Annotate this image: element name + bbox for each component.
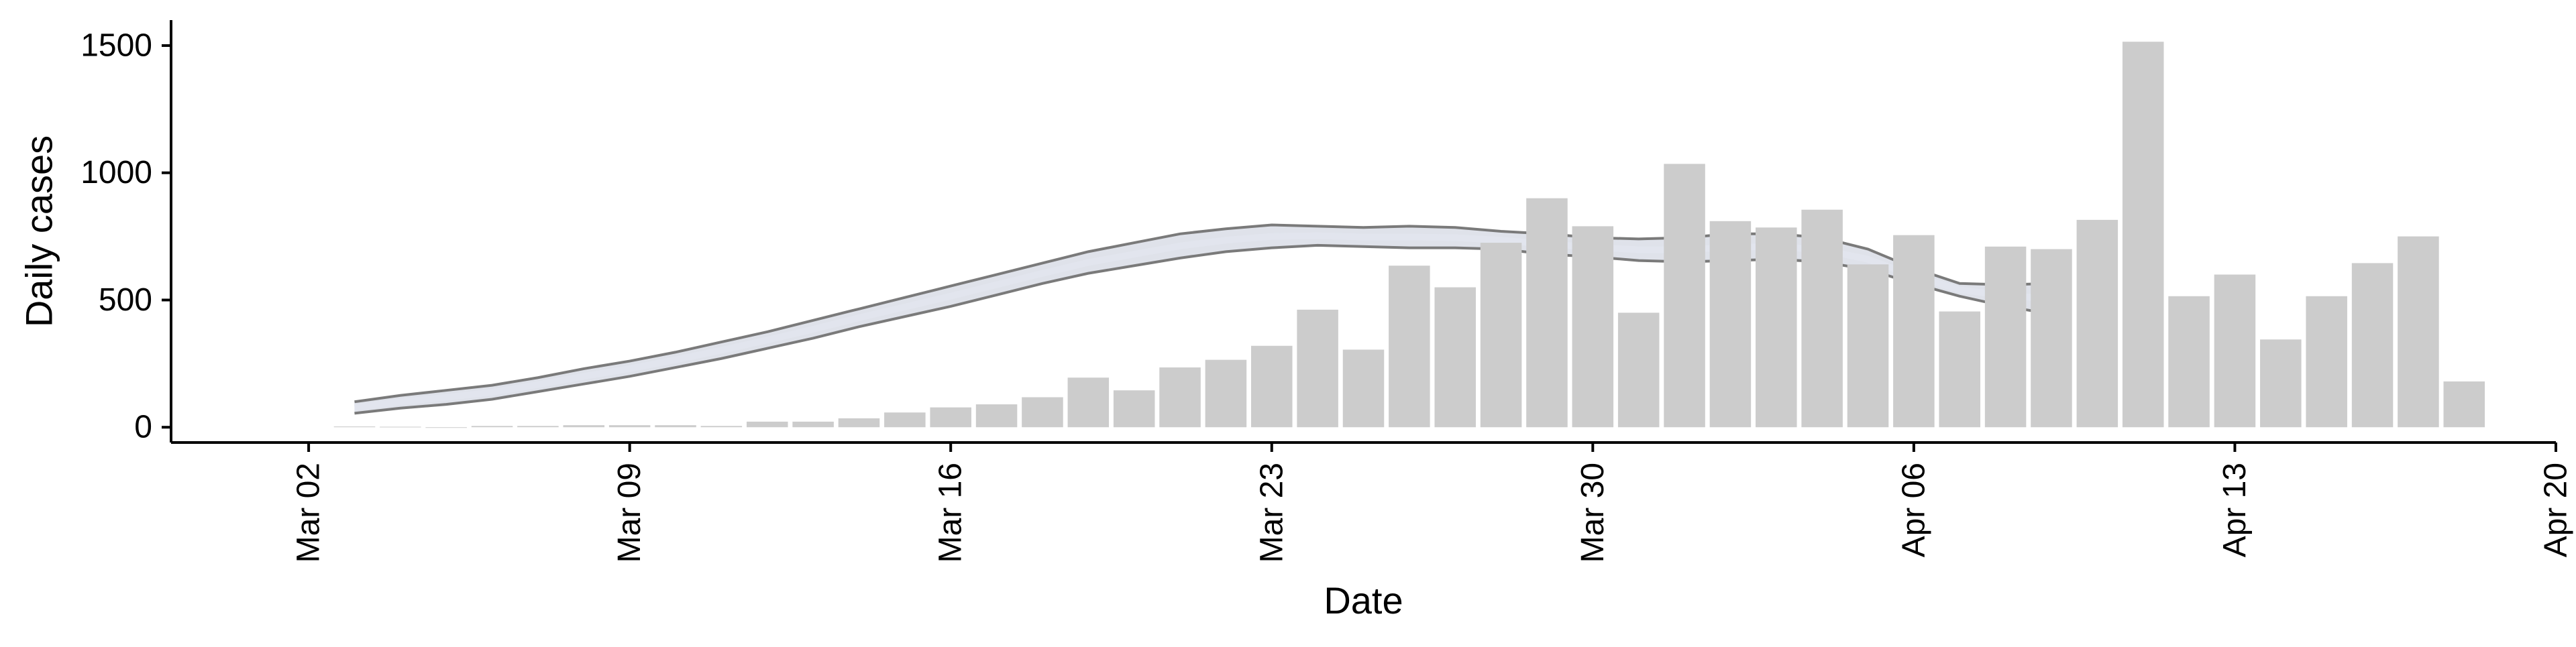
bar xyxy=(471,426,513,428)
bar xyxy=(1113,390,1155,428)
bar xyxy=(1893,235,1935,428)
y-tick-label: 0 xyxy=(134,410,152,445)
bar xyxy=(563,425,605,428)
bar xyxy=(930,407,971,428)
bar xyxy=(333,426,376,428)
x-tick-label: Apr 13 xyxy=(2217,463,2253,557)
bar xyxy=(1480,243,1522,428)
bar xyxy=(425,427,467,428)
bar xyxy=(517,426,559,428)
estimate-band-layer xyxy=(354,223,2052,415)
bar xyxy=(1159,367,1201,428)
bar xyxy=(2168,296,2210,428)
x-tick-label: Mar 02 xyxy=(291,463,327,563)
bar xyxy=(2076,219,2118,428)
axes-layer xyxy=(170,20,2556,444)
estimate-lower-line xyxy=(354,243,2052,415)
bar xyxy=(2351,263,2394,428)
bar xyxy=(1664,164,1705,428)
y-tick-label: 1500 xyxy=(80,27,152,63)
bar xyxy=(1251,345,1293,428)
bar xyxy=(746,421,788,428)
bar xyxy=(380,426,421,428)
y-ticks: 0 500 1000 1500 xyxy=(80,27,171,445)
bars-layer xyxy=(333,42,2485,428)
x-tick-label: Mar 30 xyxy=(1575,463,1611,563)
bar xyxy=(1022,397,1063,428)
bar xyxy=(884,412,926,428)
bar xyxy=(2122,42,2164,428)
bar xyxy=(792,421,834,428)
bar xyxy=(1389,266,1430,428)
bar xyxy=(2031,249,2072,428)
bar xyxy=(1984,246,2027,428)
x-tick-label: Mar 23 xyxy=(1254,463,1289,563)
bar xyxy=(1526,198,1568,428)
x-tick-label: Apr 06 xyxy=(1896,463,1931,557)
bar xyxy=(1342,349,1385,428)
x-axis-title: Date xyxy=(1324,579,1403,622)
x-tick-label: Apr 20 xyxy=(2538,463,2574,557)
bar xyxy=(2398,236,2439,428)
y-axis-title: Daily cases xyxy=(18,135,60,327)
bar xyxy=(1756,227,1797,428)
estimate-band-fill xyxy=(354,225,2051,414)
bar xyxy=(1572,226,1614,428)
bar xyxy=(975,404,1018,428)
bar xyxy=(2260,339,2302,428)
bar xyxy=(655,425,696,428)
bar xyxy=(1434,287,1476,428)
x-tick-label: Mar 16 xyxy=(933,463,969,563)
bar xyxy=(2443,381,2485,428)
bar xyxy=(1939,311,1981,428)
bar xyxy=(2306,296,2347,428)
y-tick-label: 1000 xyxy=(80,155,152,190)
bar xyxy=(1067,377,1110,428)
bar xyxy=(1709,221,1752,428)
bar xyxy=(1847,264,1889,428)
bar xyxy=(1801,209,1843,428)
bar xyxy=(838,418,880,428)
bar xyxy=(608,425,651,428)
bar xyxy=(700,426,743,428)
bar xyxy=(1617,312,1660,428)
x-ticks: Mar 02 Mar 09 Mar 16 Mar 23 Mar 30 Apr 06 Apr … xyxy=(291,443,2574,563)
bar xyxy=(1297,309,1338,428)
bar xyxy=(1205,359,1247,428)
x-tick-label: Mar 09 xyxy=(612,463,647,563)
bar xyxy=(2214,274,2256,428)
y-tick-label: 500 xyxy=(99,282,152,318)
